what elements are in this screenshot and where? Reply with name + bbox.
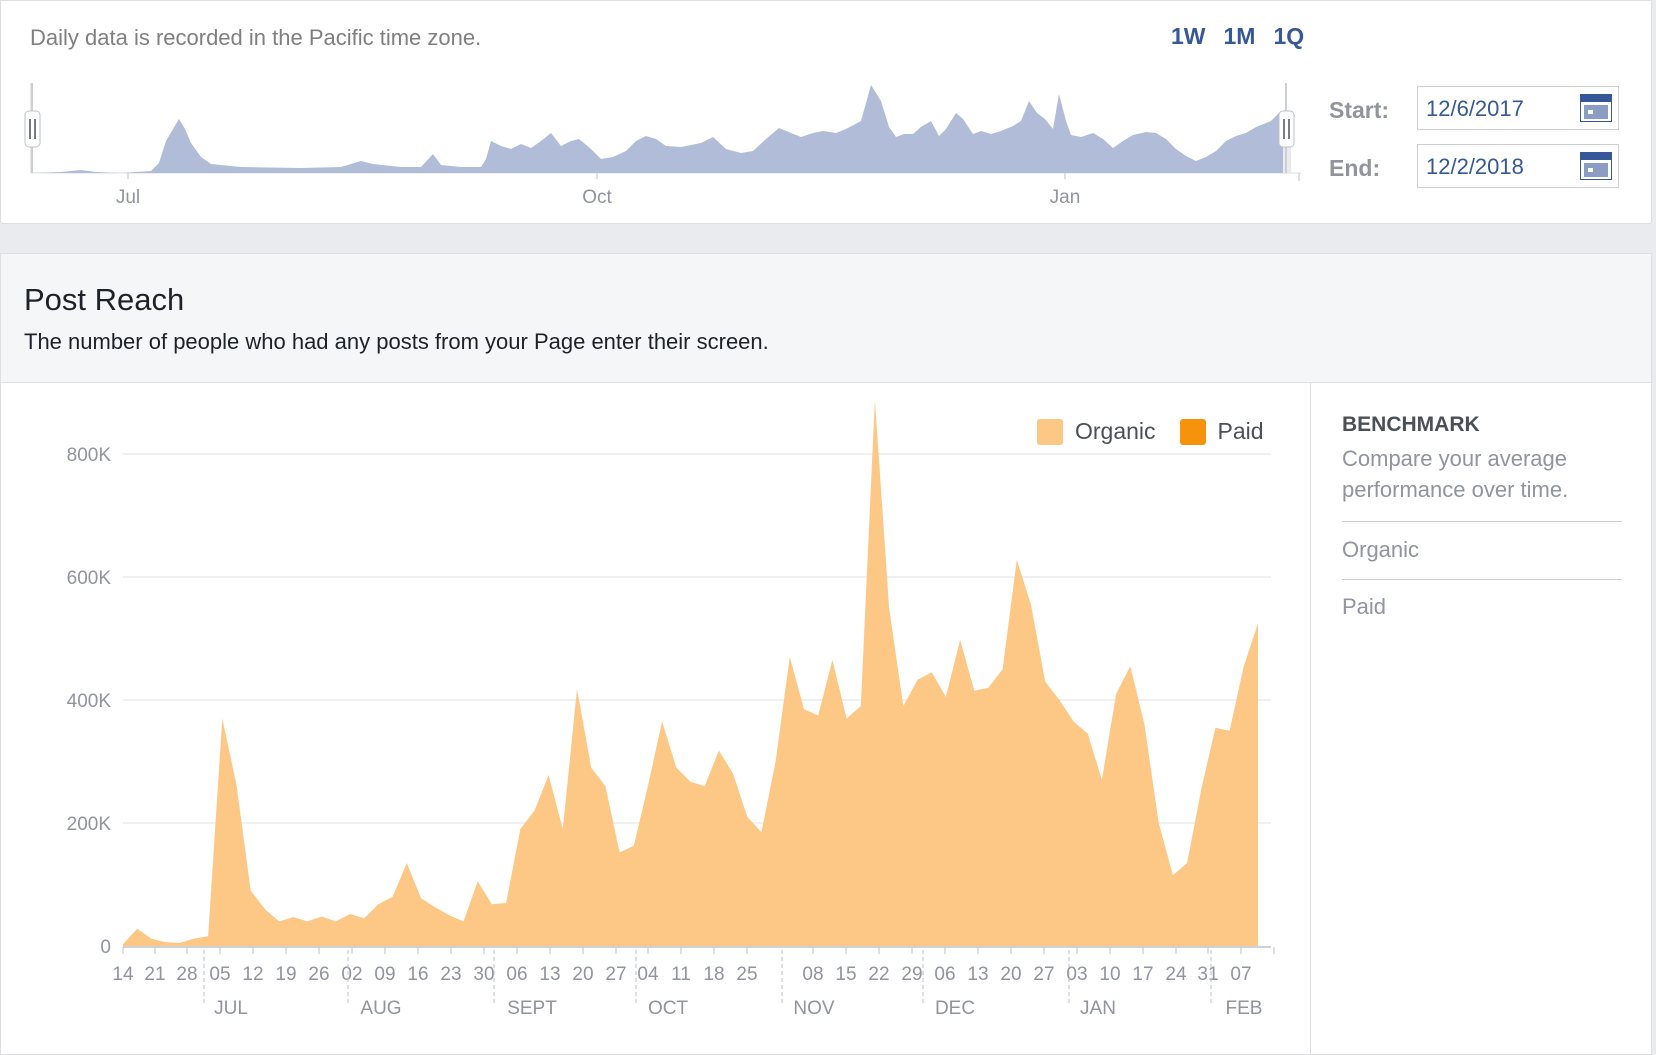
y-tick-label: 0 — [100, 937, 111, 958]
organic-swatch — [1037, 418, 1063, 445]
x-tick-label: 04 — [637, 964, 659, 985]
post-reach-title: Post Reach — [24, 282, 185, 317]
x-tick-label: 24 — [1165, 964, 1187, 985]
y-tick-label: 800K — [67, 445, 112, 466]
organic-series-area[interactable] — [123, 399, 1258, 946]
end-date-value: 12/2/2018 — [1426, 154, 1524, 179]
start-date-field[interactable]: 12/6/2017 — [1417, 86, 1619, 130]
range-1q-button[interactable]: 1Q — [1273, 23, 1305, 49]
start-date-value: 12/6/2017 — [1426, 96, 1524, 121]
x-tick-label: 09 — [374, 964, 395, 985]
x-tick-label: 29 — [901, 964, 922, 985]
legend-paid[interactable]: Paid — [1179, 418, 1264, 445]
x-tick-label: 16 — [407, 964, 428, 985]
benchmark-paid[interactable]: Paid — [1342, 594, 1387, 619]
x-tick-label: 17 — [1132, 964, 1153, 985]
x-tick-label: 02 — [341, 964, 362, 985]
x-tick-label: 13 — [539, 964, 560, 985]
x-tick-label: 14 — [112, 964, 134, 985]
x-tick-label: 06 — [934, 964, 955, 985]
month-label: NOV — [793, 998, 835, 1019]
month-label: FEB — [1226, 998, 1263, 1019]
x-tick-label: 20 — [1000, 964, 1021, 985]
x-tick-label: 07 — [1230, 964, 1251, 985]
benchmark-panel: BENCHMARK Compare your average performan… — [1310, 383, 1652, 1054]
range-buttons: 1W 1M 1Q — [1171, 23, 1304, 50]
divider — [1342, 579, 1622, 580]
x-tick-label: 08 — [802, 964, 823, 985]
x-tick-label: 11 — [671, 964, 691, 985]
y-tick-label: 200K — [67, 814, 112, 835]
month-label: OCT — [648, 998, 689, 1019]
date-range-panel: Daily data is recorded in the Pacific ti… — [0, 0, 1652, 224]
x-tick-label: 21 — [144, 964, 165, 985]
timeline-tick-jan: Jan — [1050, 187, 1081, 208]
x-tick-label: 28 — [176, 964, 197, 985]
y-tick-label: 400K — [67, 691, 112, 712]
chart-legend: Organic Paid — [1037, 418, 1288, 445]
x-tick-label: 13 — [967, 964, 988, 985]
benchmark-description: Compare your average performance over ti… — [1342, 446, 1569, 502]
x-tick-label: 18 — [703, 964, 724, 985]
left-range-handle[interactable] — [24, 110, 41, 148]
end-label: End: — [1329, 155, 1381, 181]
calendar-icon[interactable] — [1580, 94, 1612, 122]
x-tick-label: 06 — [506, 964, 527, 985]
calendar-icon[interactable] — [1580, 152, 1612, 180]
post-reach-card: Post Reach The number of people who had … — [0, 253, 1652, 1055]
timeline-tick-jul: Jul — [116, 187, 140, 208]
y-tick-label: 600K — [67, 568, 112, 589]
legend-organic[interactable]: Organic — [1037, 418, 1156, 445]
legend-organic-label: Organic — [1075, 418, 1156, 444]
x-tick-label: 10 — [1099, 964, 1120, 985]
x-tick-label: 03 — [1066, 964, 1087, 985]
x-tick-label: 26 — [308, 964, 329, 985]
post-reach-chart[interactable]: 0 200K 400K 600K 800K 14 21 28 05 12 19 26 02 09 16 23 3… — [1, 254, 1310, 1054]
x-tick-label: 22 — [868, 964, 889, 985]
month-label: AUG — [360, 998, 401, 1019]
benchmark-title: BENCHMARK — [1342, 413, 1480, 436]
month-label: DEC — [935, 998, 975, 1019]
x-tick-label: 20 — [572, 964, 593, 985]
paid-swatch — [1179, 418, 1206, 445]
range-1m-button[interactable]: 1M — [1223, 23, 1256, 49]
x-tick-label: 25 — [736, 964, 757, 985]
x-tick-label: 27 — [1033, 964, 1054, 985]
timeline-area — [31, 85, 1286, 173]
timeline-tick-oct: Oct — [582, 187, 612, 208]
right-range-handle[interactable] — [1278, 110, 1295, 148]
end-date-field[interactable]: 12/2/2018 — [1417, 144, 1619, 188]
x-tick-label: 19 — [275, 964, 296, 985]
divider — [1342, 521, 1622, 522]
month-label: JUL — [214, 998, 248, 1019]
timeline-overview-chart[interactable]: Jul Oct Jan — [1, 1, 1311, 223]
timezone-note: Daily data is recorded in the Pacific ti… — [30, 25, 482, 50]
x-tick-label: 31 — [1197, 964, 1218, 985]
month-label: SEPT — [507, 998, 557, 1019]
x-tick-label: 30 — [473, 964, 494, 985]
x-tick-label: 12 — [242, 964, 263, 985]
post-reach-description: The number of people who had any posts f… — [24, 329, 769, 354]
start-label: Start: — [1329, 97, 1390, 123]
benchmark-organic[interactable]: Organic — [1342, 537, 1420, 562]
x-tick-label: 23 — [440, 964, 461, 985]
x-tick-label: 15 — [835, 964, 856, 985]
legend-paid-label: Paid — [1217, 418, 1264, 444]
x-tick-label: 27 — [605, 964, 626, 985]
month-label: JAN — [1080, 998, 1116, 1019]
x-tick-label: 05 — [209, 964, 230, 985]
post-reach-header: Post Reach The number of people who had … — [1, 254, 1651, 383]
range-1w-button[interactable]: 1W — [1171, 23, 1206, 49]
